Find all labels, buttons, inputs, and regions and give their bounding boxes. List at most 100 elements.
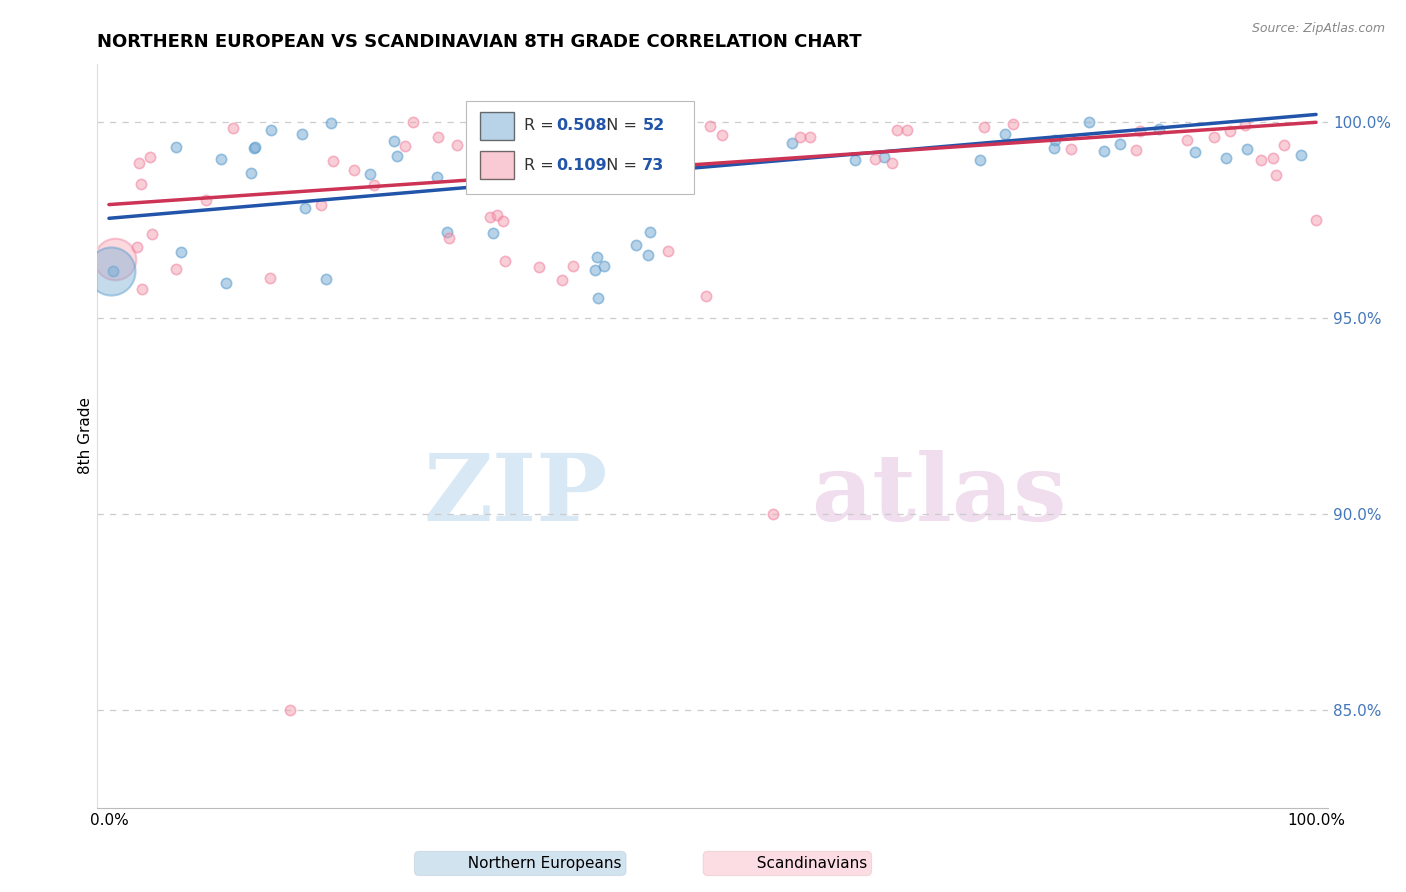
Y-axis label: 8th Grade: 8th Grade [79, 397, 93, 475]
Text: Source: ZipAtlas.com: Source: ZipAtlas.com [1251, 22, 1385, 36]
Point [780, 136, 803, 150]
Point [479, 210, 502, 224]
Point [873, 150, 896, 164]
Point [1184, 145, 1206, 159]
Point [551, 273, 574, 287]
Point [260, 123, 283, 137]
Point [583, 263, 606, 277]
Point [1042, 141, 1064, 155]
Text: R =: R = [524, 118, 560, 133]
Point [553, 112, 575, 126]
Point [209, 152, 232, 166]
Point [1043, 132, 1066, 146]
Point [579, 165, 602, 179]
Point [319, 116, 342, 130]
Point [624, 237, 647, 252]
Point [1265, 168, 1288, 182]
Text: 0.508: 0.508 [557, 118, 607, 133]
Point [481, 121, 503, 136]
Text: N =: N = [596, 118, 641, 133]
Point [969, 153, 991, 168]
Point [382, 134, 405, 148]
FancyBboxPatch shape [479, 151, 515, 179]
Point [886, 123, 908, 137]
Point [1147, 122, 1170, 136]
Text: Scandinavians: Scandinavians [707, 856, 868, 871]
Point [799, 130, 821, 145]
Point [1272, 137, 1295, 152]
Point [695, 288, 717, 302]
Point [446, 138, 468, 153]
Point [994, 127, 1017, 141]
Point [439, 231, 461, 245]
Point [561, 259, 583, 273]
Point [586, 291, 609, 305]
Point [100, 264, 122, 278]
Point [865, 152, 887, 166]
Point [569, 133, 592, 147]
Point [1250, 153, 1272, 167]
Point [621, 142, 644, 156]
Point [789, 130, 811, 145]
Point [1305, 213, 1327, 227]
Point [1094, 144, 1116, 158]
Point [426, 130, 449, 145]
Point [343, 163, 366, 178]
Point [259, 271, 281, 285]
Point [1125, 143, 1147, 157]
Point [1261, 151, 1284, 165]
Point [128, 155, 150, 169]
Point [485, 208, 508, 222]
Point [710, 128, 733, 142]
Point [492, 214, 515, 228]
Point [529, 260, 551, 274]
FancyBboxPatch shape [479, 112, 515, 140]
Point [844, 153, 866, 168]
Point [243, 141, 266, 155]
Point [291, 127, 314, 141]
Text: 73: 73 [643, 158, 665, 173]
Point [470, 124, 492, 138]
Point [129, 177, 152, 191]
Point [482, 226, 505, 240]
Point [1219, 124, 1241, 138]
Point [141, 227, 163, 241]
Point [659, 180, 682, 194]
Point [394, 139, 416, 153]
Point [1175, 133, 1198, 147]
Point [603, 132, 626, 146]
Point [243, 140, 266, 154]
Text: ZIP: ZIP [423, 450, 607, 541]
Text: Northern Europeans: Northern Europeans [419, 856, 621, 871]
Point [882, 155, 904, 169]
Point [315, 272, 337, 286]
Point [1002, 117, 1025, 131]
Point [240, 166, 263, 180]
Point [309, 198, 332, 212]
Text: NORTHERN EUROPEAN VS SCANDINAVIAN 8TH GRADE CORRELATION CHART: NORTHERN EUROPEAN VS SCANDINAVIAN 8TH GR… [97, 33, 862, 51]
Point [1060, 142, 1083, 156]
Point [1233, 118, 1256, 132]
Point [637, 248, 659, 262]
Point [494, 253, 516, 268]
Point [322, 154, 344, 169]
Point [294, 201, 316, 215]
Point [699, 119, 721, 133]
Text: R =: R = [524, 158, 560, 173]
Point [640, 225, 662, 239]
Text: 0.109: 0.109 [557, 158, 607, 173]
Point [762, 507, 785, 521]
Point [626, 179, 648, 194]
Point [592, 259, 614, 273]
Point [531, 130, 554, 145]
Text: N =: N = [596, 158, 641, 173]
Point [195, 194, 218, 208]
Point [139, 150, 162, 164]
Point [165, 140, 187, 154]
Point [101, 264, 124, 278]
Point [125, 240, 148, 254]
Point [896, 123, 918, 137]
Point [567, 121, 589, 136]
Point [499, 168, 522, 182]
Point [131, 282, 153, 296]
